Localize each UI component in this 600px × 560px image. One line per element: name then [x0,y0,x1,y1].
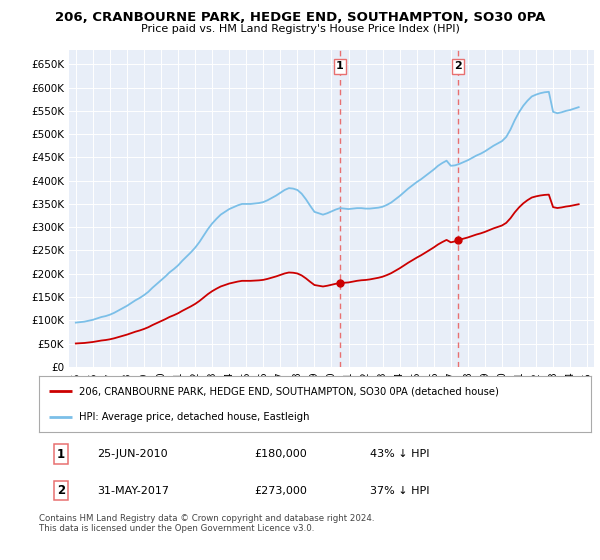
Text: Contains HM Land Registry data © Crown copyright and database right 2024.
This d: Contains HM Land Registry data © Crown c… [39,514,374,533]
Text: 206, CRANBOURNE PARK, HEDGE END, SOUTHAMPTON, SO30 0PA (detached house): 206, CRANBOURNE PARK, HEDGE END, SOUTHAM… [79,386,499,396]
Text: 1: 1 [336,62,344,72]
Text: £180,000: £180,000 [254,449,307,459]
Text: 43% ↓ HPI: 43% ↓ HPI [370,449,430,459]
Text: 25-JUN-2010: 25-JUN-2010 [97,449,167,459]
Text: 2: 2 [454,62,462,72]
Text: 2: 2 [57,484,65,497]
Text: 1: 1 [57,448,65,461]
Text: HPI: Average price, detached house, Eastleigh: HPI: Average price, detached house, East… [79,412,309,422]
Text: 31-MAY-2017: 31-MAY-2017 [97,486,169,496]
Text: 37% ↓ HPI: 37% ↓ HPI [370,486,430,496]
Text: Price paid vs. HM Land Registry's House Price Index (HPI): Price paid vs. HM Land Registry's House … [140,24,460,34]
Text: £273,000: £273,000 [254,486,307,496]
Text: 206, CRANBOURNE PARK, HEDGE END, SOUTHAMPTON, SO30 0PA: 206, CRANBOURNE PARK, HEDGE END, SOUTHAM… [55,11,545,24]
